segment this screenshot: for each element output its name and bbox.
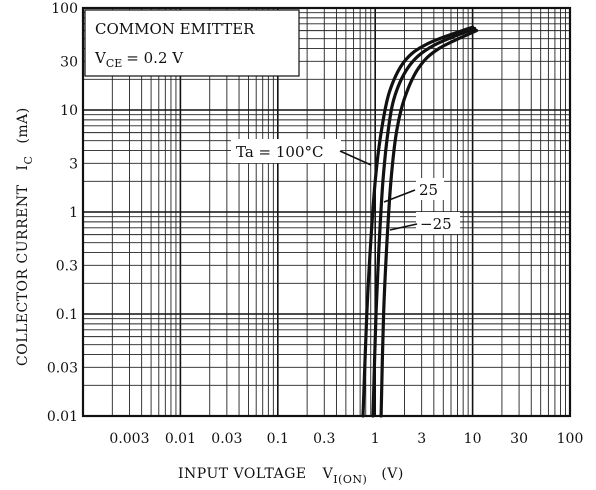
y-tick-label: 3	[69, 156, 78, 172]
y-tick-label: 10	[60, 103, 78, 119]
y-axis-symbol: I	[15, 165, 31, 171]
x-tick-label: 1	[371, 431, 380, 447]
series-line-0	[361, 25, 475, 418]
curves	[361, 25, 479, 418]
plot-frame	[81, 6, 572, 418]
series-label-bg-100	[231, 139, 341, 163]
x-tick-label: 0.3	[313, 431, 335, 447]
x-tick-label: 0.03	[211, 431, 242, 447]
series-pointer-minus25	[389, 223, 418, 231]
y-tick-label: 0.03	[47, 360, 78, 376]
series-label-minus25: −25	[420, 215, 452, 233]
x-tick-label: 10	[464, 431, 482, 447]
series-label-100c: Ta = 100°C	[236, 143, 324, 161]
x-axis-unit: (V)	[381, 466, 404, 482]
x-axis-symbol: V	[322, 466, 334, 482]
y-tick-label: 0.1	[56, 307, 78, 323]
y-tick-labels: 100 30 10 3 1 0.3 0.1 0.03 0.01	[47, 1, 78, 425]
x-axis-label: INPUT VOLTAGE	[178, 466, 307, 482]
condition-value: = 0.2 V	[126, 49, 184, 67]
x-axis-title: INPUT VOLTAGE VI(ON) (V)	[178, 466, 404, 486]
x-tick-label: 30	[510, 431, 528, 447]
condition-sub: CE	[106, 57, 122, 70]
x-tick-label: 0.01	[165, 431, 196, 447]
series-line-1	[371, 26, 477, 418]
series-line-2	[379, 29, 479, 418]
x-tick-label: 0.1	[267, 431, 289, 447]
y-tick-label: 1	[69, 205, 78, 221]
condition-symbol: V	[94, 49, 107, 67]
y-tick-label: 100	[51, 1, 78, 17]
y-tick-label: 30	[60, 54, 78, 70]
series-pointer-100c	[339, 150, 372, 166]
y-axis-label: COLLECTOR CURRENT	[15, 184, 31, 366]
condition-box	[84, 9, 300, 77]
x-tick-label: 100	[557, 431, 584, 447]
x-tick-label: 3	[417, 431, 426, 447]
condition-title: COMMON EMITTER	[95, 20, 255, 38]
y-axis-title: COLLECTOR CURRENT IC (mA)	[15, 107, 35, 366]
series-pointer-25	[383, 189, 416, 203]
y-axis-subscript: C	[22, 156, 35, 165]
y-tick-label: 0.3	[56, 258, 78, 274]
x-tick-labels: 0.003 0.01 0.03 0.1 0.3 1 3 10 30 100	[109, 431, 583, 447]
x-axis-subscript: I(ON)	[333, 473, 367, 486]
x-tick-label: 0.003	[109, 431, 149, 447]
y-axis-unit: (mA)	[15, 107, 31, 143]
series-label-bg-25	[416, 178, 444, 200]
series-label-25: 25	[419, 181, 438, 199]
y-tick-label: 0.01	[47, 409, 78, 425]
series-label-bg-m25	[416, 212, 460, 234]
condition-vce: VCE = 0.2 V	[94, 49, 184, 70]
